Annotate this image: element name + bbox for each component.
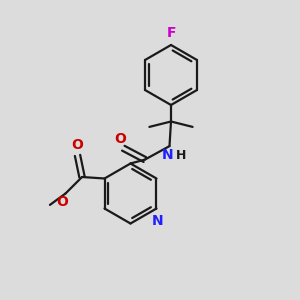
Text: N: N bbox=[162, 148, 174, 162]
Text: N: N bbox=[152, 214, 164, 228]
Text: H: H bbox=[176, 149, 186, 162]
Text: F: F bbox=[166, 26, 176, 40]
Text: O: O bbox=[56, 195, 68, 209]
Text: O: O bbox=[72, 138, 83, 152]
Text: O: O bbox=[114, 132, 126, 146]
